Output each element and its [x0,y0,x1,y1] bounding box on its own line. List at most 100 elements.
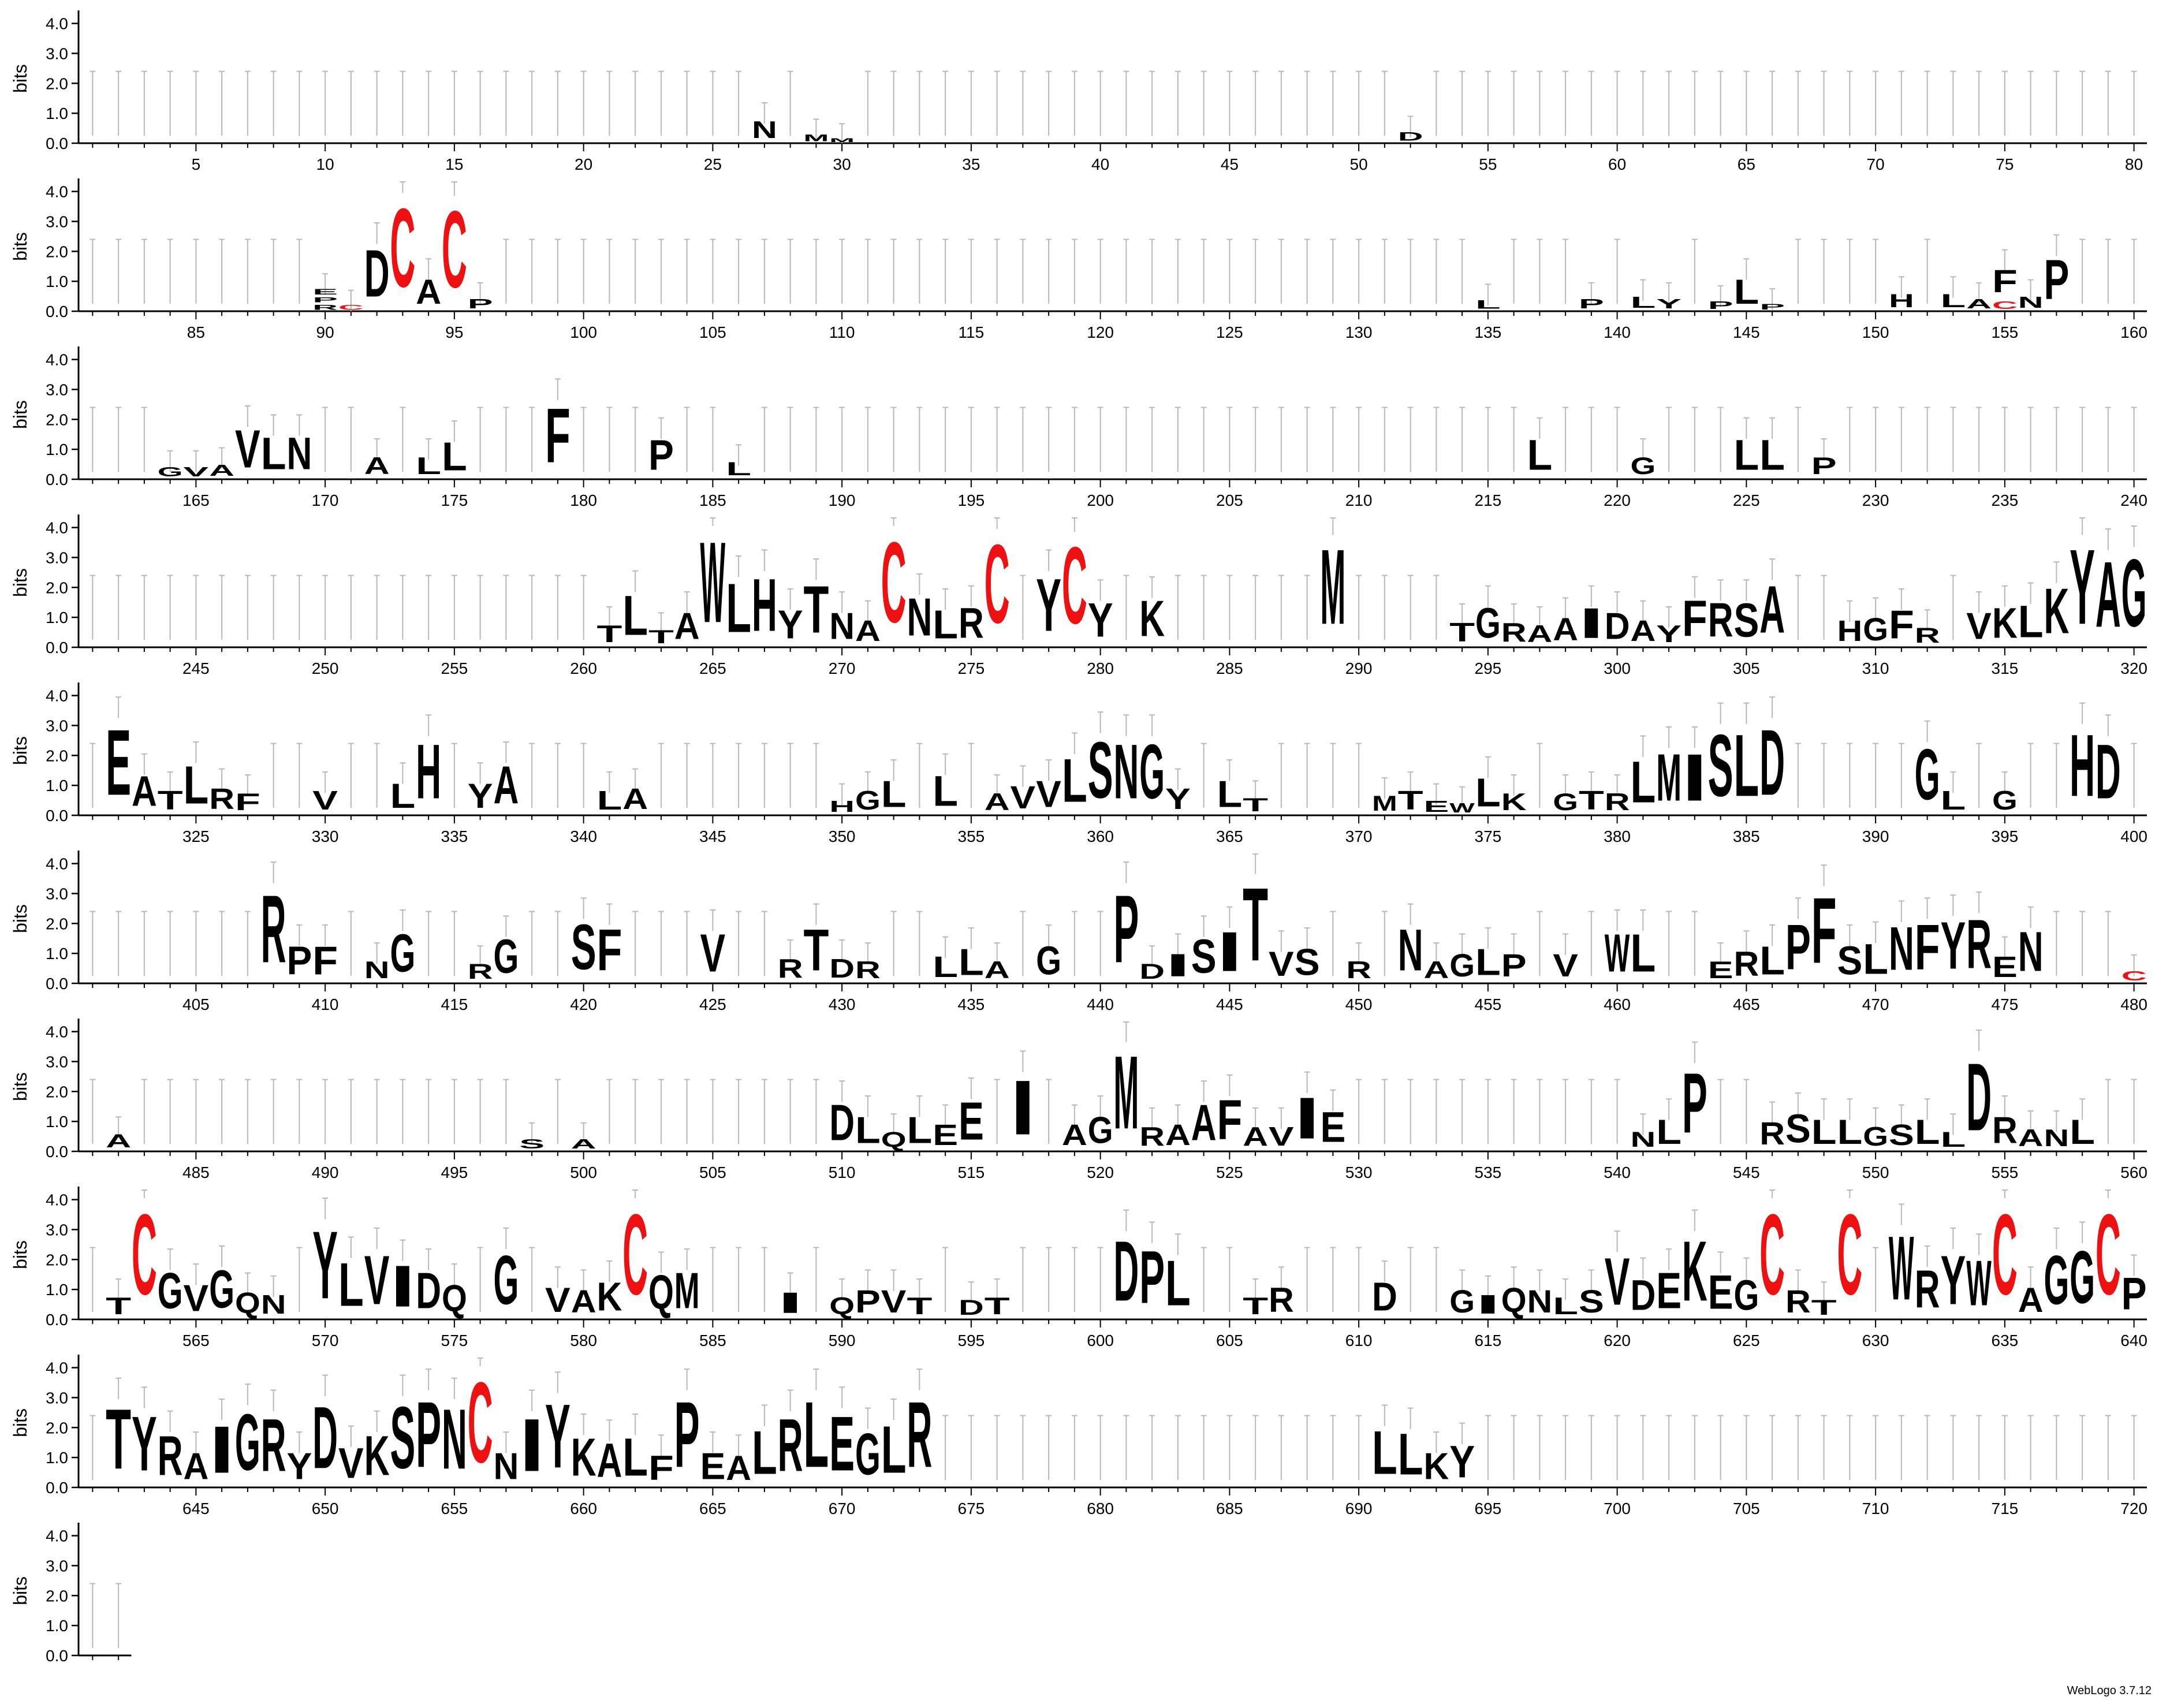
y-tick-label: 4.0 [46,855,68,873]
logo-letter: D [959,1295,984,1319]
x-tick-label: 320 [2120,659,2147,677]
logo-letter: K [1992,600,2018,647]
logo-letter: K [1501,789,1527,815]
logo-letter: I [390,1254,415,1319]
y-tick-label: 3.0 [46,1053,68,1071]
y-axis-title: bits [10,1072,31,1101]
logo-letter: H [2070,716,2095,815]
logo-letter: P [1501,948,1527,983]
logo-letter: L [2070,1113,2095,1151]
logo-letter: G [1449,947,1475,983]
logo-letter: P [286,939,312,983]
x-tick-label: 695 [1475,1500,1502,1517]
logo-letter: M [1372,791,1397,815]
logo-letter: N [907,587,932,647]
logo-letter: L [1217,774,1242,815]
logo-letter: E [1656,1263,1681,1319]
logo-letter: C [1759,1191,1785,1319]
logo-letter: A [1165,1118,1191,1151]
logo-letter: D [1113,1224,1139,1319]
logo-letter: P [1785,912,1811,983]
logo-letter: N [2044,1125,2069,1151]
logo-letter: R [158,1425,183,1487]
logo-letter: V [881,1283,907,1319]
logo-letter: N [364,957,390,983]
x-tick-label: 550 [1862,1163,1889,1181]
x-tick-label: 505 [699,1163,726,1181]
y-tick-label: 4.0 [46,351,68,369]
logo-letter: N [1113,729,1139,815]
x-tick-label: 90 [316,323,334,341]
logo-letter: P [648,431,674,479]
logo-letter: P [1708,299,1733,311]
logo-letter: L [338,1251,364,1319]
logo-letter: G [209,1260,234,1319]
x-tick-label: 145 [1733,323,1760,341]
y-tick-label: 1.0 [46,1281,68,1299]
logo-letter: E [1320,1103,1345,1151]
logo-letter: F [648,1449,674,1487]
logo-letter: L [2018,596,2044,647]
logo-letter: I [778,1286,803,1319]
logo-letter: L [726,458,751,479]
logo-letter: R [1269,1280,1294,1319]
x-tick-label: 570 [312,1332,339,1349]
x-tick-label: 535 [1475,1163,1502,1181]
logo-letter: G [158,1262,183,1319]
logo-letter: I [1475,1289,1501,1319]
x-tick-label: 405 [182,995,210,1013]
logo-letter: V [1553,947,1578,983]
logo-letter: R [261,1404,286,1487]
logo-letter: L [881,1413,907,1487]
y-axis-title: bits [10,232,31,261]
x-tick-label: 240 [2120,491,2147,509]
logo-letter: Y [1656,620,1681,647]
x-tick-label: 230 [1862,491,1889,509]
logo-letter: Q [648,1266,674,1320]
logo-row: 0.0 1.0 2.0 3.0 4.0 bits 645 650 655 660 665 670 675… [10,1355,2147,1517]
y-tick-label: 3.0 [46,44,68,62]
logo-letter: A [1243,1122,1268,1151]
logo-letter: Y [1940,1241,1966,1319]
x-tick-label: 25 [704,155,722,173]
x-tick-label: 275 [958,659,985,677]
logo-letter: T [648,626,674,647]
logo-letter: T [1243,795,1268,815]
x-tick-label: 70 [1867,155,1885,173]
logo-letter: Y [132,1401,157,1487]
y-tick-label: 0.0 [46,975,68,993]
logo-letter: T [907,1293,932,1319]
x-tick-label: 560 [2120,1163,2147,1181]
logo-letter: I [519,1403,545,1487]
logo-letter: H [1837,614,1862,647]
logo-letter: A [622,782,648,815]
logo-letter: N [752,117,777,143]
x-tick-label: 415 [441,995,468,1013]
logo-letter: G [493,930,519,984]
logo-letter: Y [286,1445,312,1487]
y-axis-title: bits [10,400,31,429]
y-tick-label: 1.0 [46,609,68,626]
x-tick-label: 690 [1345,1500,1373,1517]
logo-letter: P [1682,1056,1707,1151]
y-tick-label: 2.0 [46,243,68,260]
logo-letter: S [1191,929,1217,983]
logo-letter: K [364,1425,390,1487]
logo-letter: D [1139,959,1165,983]
logo-letter: Y [312,1211,338,1319]
x-tick-label: 380 [1604,827,1631,845]
x-tick-label: 580 [570,1332,597,1349]
x-tick-label: 675 [958,1500,985,1517]
y-tick-label: 0.0 [46,303,68,320]
x-tick-label: 600 [1087,1332,1114,1349]
logo-letter: S [1733,593,1759,647]
logo-letter: Y [778,603,803,647]
y-tick-label: 4.0 [46,519,68,537]
x-tick-label: 135 [1475,323,1502,341]
logo-letter: L [183,755,208,815]
x-tick-label: 65 [1738,155,1755,173]
y-tick-label: 0.0 [46,1647,68,1665]
logo-letter: G [1553,788,1578,815]
logo-letter: E [106,711,131,815]
x-tick-label: 585 [699,1332,726,1349]
